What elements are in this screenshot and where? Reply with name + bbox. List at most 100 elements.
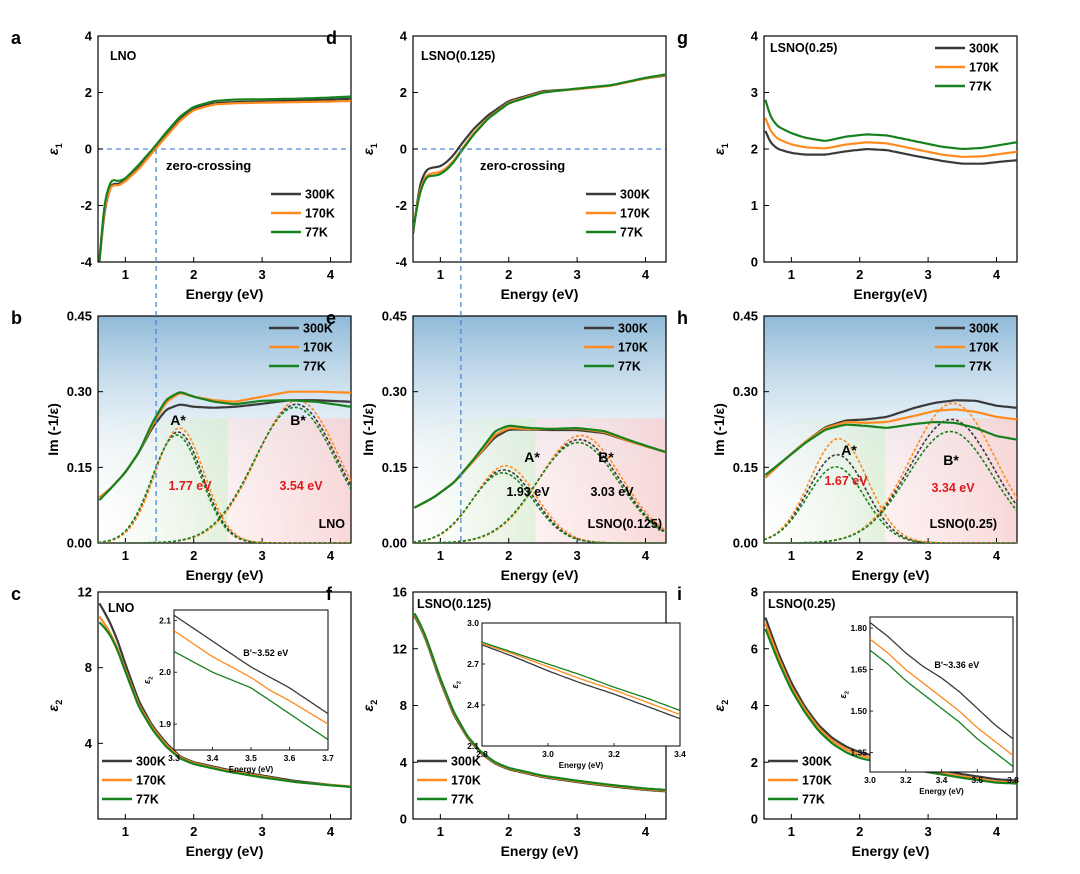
inset-x-tick-label: 3.6 [971,775,983,785]
legend-label: 170K [136,774,166,788]
x-tick-label: 2 [505,548,512,563]
legend: 300K 170K 77K [935,42,999,94]
inset-y-axis-label: ε2 [838,690,851,698]
inset-frame [173,609,329,751]
inset-x-axis-label: Energy (eV) [919,787,964,796]
sample-label: LSNO(0.25) [930,517,997,531]
y-axis-label: ε1 [711,143,730,155]
inset-y-tick-label: 2.0 [159,667,171,677]
x-tick-label: 4 [642,824,650,839]
legend-label: 77K [618,360,641,374]
legend-label: 170K [618,341,648,355]
background-red [885,418,1017,543]
x-tick-label: 1 [437,267,444,282]
x-tick-label: 2 [856,267,863,282]
axes-frame [412,315,667,544]
plot-area [413,73,666,234]
panel-h: 1 2 3 4 0.00 0.15 0.30 0.45 Energy (eV) Im (-1/ε)… [677,308,1018,583]
y-tick-label: 0.00 [733,536,758,551]
plot-area [413,612,666,793]
inset-x-tick-label: 3.2 [608,749,620,759]
background-green [413,418,536,543]
x-tick-label: 4 [993,824,1001,839]
y-axis-label: ε2 [711,700,730,712]
legend-label: 300K [451,755,481,769]
y-tick-label: 12 [78,585,92,600]
plot-area [764,99,1017,165]
legend-label: 300K [802,755,832,769]
panel-label: i [677,584,682,604]
inset-x-axis-label: Energy (eV) [559,761,604,770]
y-tick-label: 0.00 [67,536,92,551]
y-tick-label: 0.30 [382,384,407,399]
inset-c: 3.3 3.4 3.5 3.6 3.7 1.9 2.0 2.1 Energy (eV) ε2 B'~… [142,609,334,774]
x-tick-label: 3 [573,548,580,563]
axes-frame [763,315,1018,544]
zero-crossing-label: zero-crossing [480,158,565,173]
y-tick-label: 16 [393,585,407,600]
legend: 300K 170K 77K [584,322,648,374]
peak-a-77K [413,472,666,543]
y-tick-label: 4 [751,698,759,713]
y-axis-label: ε2 [45,700,64,712]
series-line-77K [413,424,666,509]
legend: 300K 170K 77K [417,755,481,807]
inset-annotation: B'~3.36 eV [934,660,979,670]
peak-a-300K [764,453,1017,543]
background-green [764,418,886,543]
panel-background [764,316,1017,543]
x-tick-label: 1 [122,267,129,282]
legend-label: 300K [305,188,335,202]
y-tick-label: 0 [85,142,92,157]
inset-plot-area [174,614,328,741]
series-line-77K [413,73,666,232]
x-tick-label: 4 [993,548,1001,563]
sample-label: LSNO(0.25) [768,597,835,611]
x-tick-label: 2 [190,548,197,563]
peak-name-label: A* [841,442,857,458]
peak-b-77K [764,430,1017,543]
peak-name-label: A* [170,412,186,428]
inset-series-300K [174,614,328,715]
legend-label: 77K [136,793,159,807]
peak-energy-label: 3.03 eV [590,485,634,499]
panel-a: 1 2 3 4 -4 -2 0 2 4 Energy (eV) ε1 a LNO zero-crossin… [11,28,352,302]
legend-label: 170K [969,341,999,355]
y-tick-label: 0 [400,812,407,827]
sample-label: LSNO(0.125) [417,597,491,611]
panel-label: d [326,28,337,48]
x-tick-label: 3 [924,824,931,839]
peak-energy-label: 1.77 eV [168,479,212,493]
y-axis-label: Im (-1/ε) [711,403,727,456]
x-tick-label: 3 [258,267,265,282]
panel-label: b [11,308,22,328]
x-axis-label: Energy (eV) [186,843,264,859]
y-tick-label: 4 [85,29,93,44]
peak-a-77K [764,465,1017,543]
inset-x-tick-label: 3.2 [900,775,912,785]
y-tick-label: 0.30 [67,384,92,399]
legend-label: 77K [802,793,825,807]
legend-label: 77K [969,360,992,374]
inset-series-300K [870,621,1013,740]
y-tick-label: 0.00 [382,536,407,551]
x-tick-label: 1 [788,267,795,282]
x-tick-label: 4 [327,267,335,282]
peak-energy-label: 3.54 eV [279,479,323,493]
y-tick-label: -2 [395,198,407,213]
axes-frame [97,315,352,544]
x-tick-label: 4 [327,548,335,563]
x-axis-label: Energy (eV) [852,567,930,583]
inset-x-tick-label: 3.3 [168,753,180,763]
y-tick-label: 2 [400,85,407,100]
y-axis-label: ε1 [45,143,64,155]
inset-y-axis-label: ε2 [142,676,155,684]
x-tick-label: 2 [190,824,197,839]
x-tick-label: 4 [642,548,650,563]
panel-label: g [677,28,688,48]
inset-frame [481,622,681,747]
y-tick-label: 0 [751,255,758,270]
x-axis-label: Energy (eV) [501,567,579,583]
series-line-77K [98,95,351,261]
legend: 300K 170K 77K [935,322,999,374]
